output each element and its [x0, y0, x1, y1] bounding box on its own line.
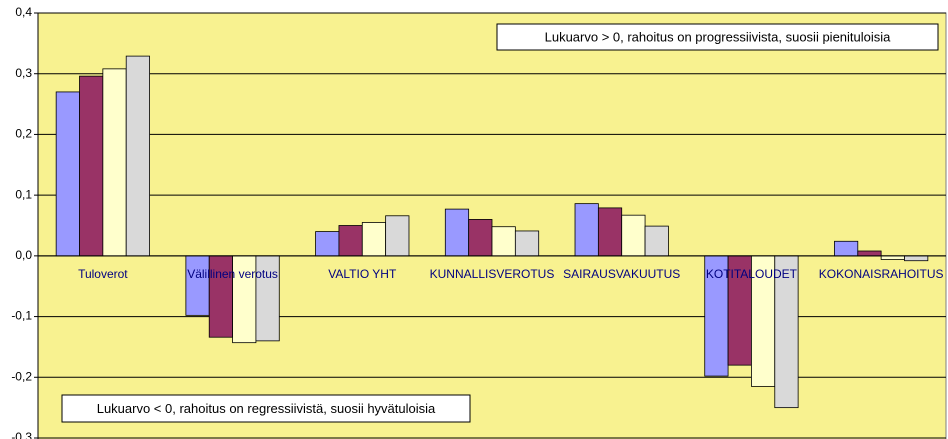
bar — [834, 240, 859, 257]
bar — [315, 231, 340, 257]
x-tick-label: KOKONAISRAHOITUS — [819, 267, 944, 281]
annotation-box — [496, 23, 939, 51]
x-tick-label: KOTITALOUDET — [706, 267, 798, 281]
x-tick-label: VALTIO YHT — [328, 267, 397, 281]
bar — [644, 225, 669, 257]
bar — [621, 214, 646, 257]
y-tick-label: 0,3 — [15, 66, 32, 80]
x-tick-label: Tuloverot — [78, 267, 128, 281]
bar — [385, 215, 410, 257]
bar — [79, 75, 104, 257]
annotation: Lukuarvo > 0, rahoitus on progressiivist… — [545, 29, 892, 44]
bar — [468, 219, 493, 257]
bar — [185, 255, 210, 316]
y-tick-label: 0,2 — [15, 127, 32, 141]
bar — [491, 226, 516, 257]
bar — [361, 222, 387, 257]
annotation-box — [61, 394, 471, 423]
x-tick-label: Välillinen verotus — [187, 267, 278, 281]
bar — [880, 255, 905, 260]
y-tick-label: 0,4 — [15, 5, 32, 19]
x-tick-label: SAIRAUSVAKUUTUS — [563, 267, 680, 281]
bar — [574, 203, 599, 257]
bar — [597, 207, 623, 257]
bar — [857, 250, 882, 257]
bar — [55, 91, 80, 257]
bar — [444, 208, 470, 257]
bar — [102, 68, 127, 257]
y-tick-label: -0,3 — [11, 430, 32, 439]
annotation: Lukuarvo < 0, rahoitus on regressiivistä… — [97, 401, 436, 416]
y-tick-label: 0,1 — [15, 187, 32, 201]
bar — [125, 55, 150, 257]
bar — [514, 230, 540, 257]
x-tick-label: KUNNALLISVEROTUS — [430, 267, 555, 281]
y-tick-label: 0,0 — [15, 248, 32, 262]
y-tick-label: -0,1 — [11, 309, 32, 323]
bar — [904, 255, 929, 262]
y-tick-label: -0,2 — [11, 369, 32, 383]
bar — [338, 225, 363, 257]
